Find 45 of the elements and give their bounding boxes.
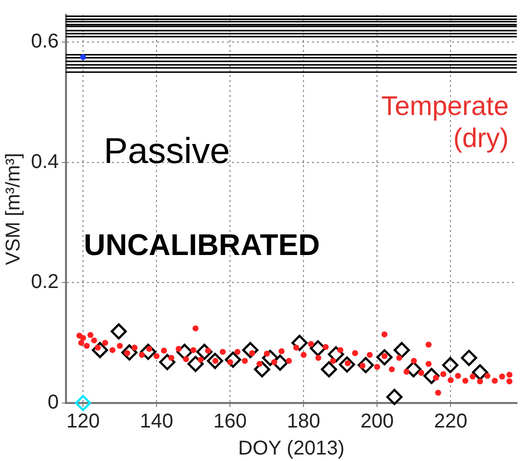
x-tick-label: 180 — [286, 410, 320, 433]
y-tick-label: 0.4 — [30, 150, 59, 173]
point — [423, 368, 440, 384]
point — [460, 350, 478, 366]
point — [92, 342, 108, 358]
point — [394, 342, 410, 358]
point — [262, 350, 278, 366]
point — [328, 346, 344, 362]
point — [159, 354, 176, 370]
x-tick-label: 220 — [434, 410, 468, 433]
point — [224, 352, 242, 368]
point — [74, 394, 92, 412]
x-tick-label: 140 — [140, 410, 174, 433]
point — [405, 361, 422, 378]
point — [376, 349, 393, 366]
point — [386, 388, 402, 406]
point — [310, 340, 326, 356]
point — [196, 344, 212, 360]
y-axis-title: VSM [m³/m³] — [2, 152, 25, 266]
point — [187, 356, 204, 372]
y-tick-label: 0.2 — [30, 271, 59, 294]
point — [291, 334, 308, 351]
point — [320, 361, 338, 378]
point — [140, 344, 156, 360]
point — [442, 357, 458, 374]
point — [110, 323, 127, 340]
point — [121, 344, 138, 361]
point — [176, 344, 193, 360]
annotation: Temperate (dry) — [381, 91, 509, 153]
y-tick-label: 0 — [48, 392, 59, 414]
point — [206, 352, 224, 369]
annotation: Passive — [104, 130, 230, 171]
point — [272, 354, 288, 371]
x-axis-title: DOY (2013) — [238, 438, 344, 460]
point — [338, 356, 356, 373]
point — [358, 357, 374, 374]
point — [80, 54, 86, 60]
annotation: UNCALIBRATED — [84, 229, 320, 262]
point — [242, 342, 258, 358]
point — [472, 364, 488, 380]
point — [254, 361, 270, 378]
y-tick-label: 0.6 — [30, 30, 59, 53]
x-tick-label: 120 — [66, 410, 100, 433]
x-tick-label: 200 — [360, 410, 394, 433]
x-tick-label: 160 — [213, 410, 247, 433]
